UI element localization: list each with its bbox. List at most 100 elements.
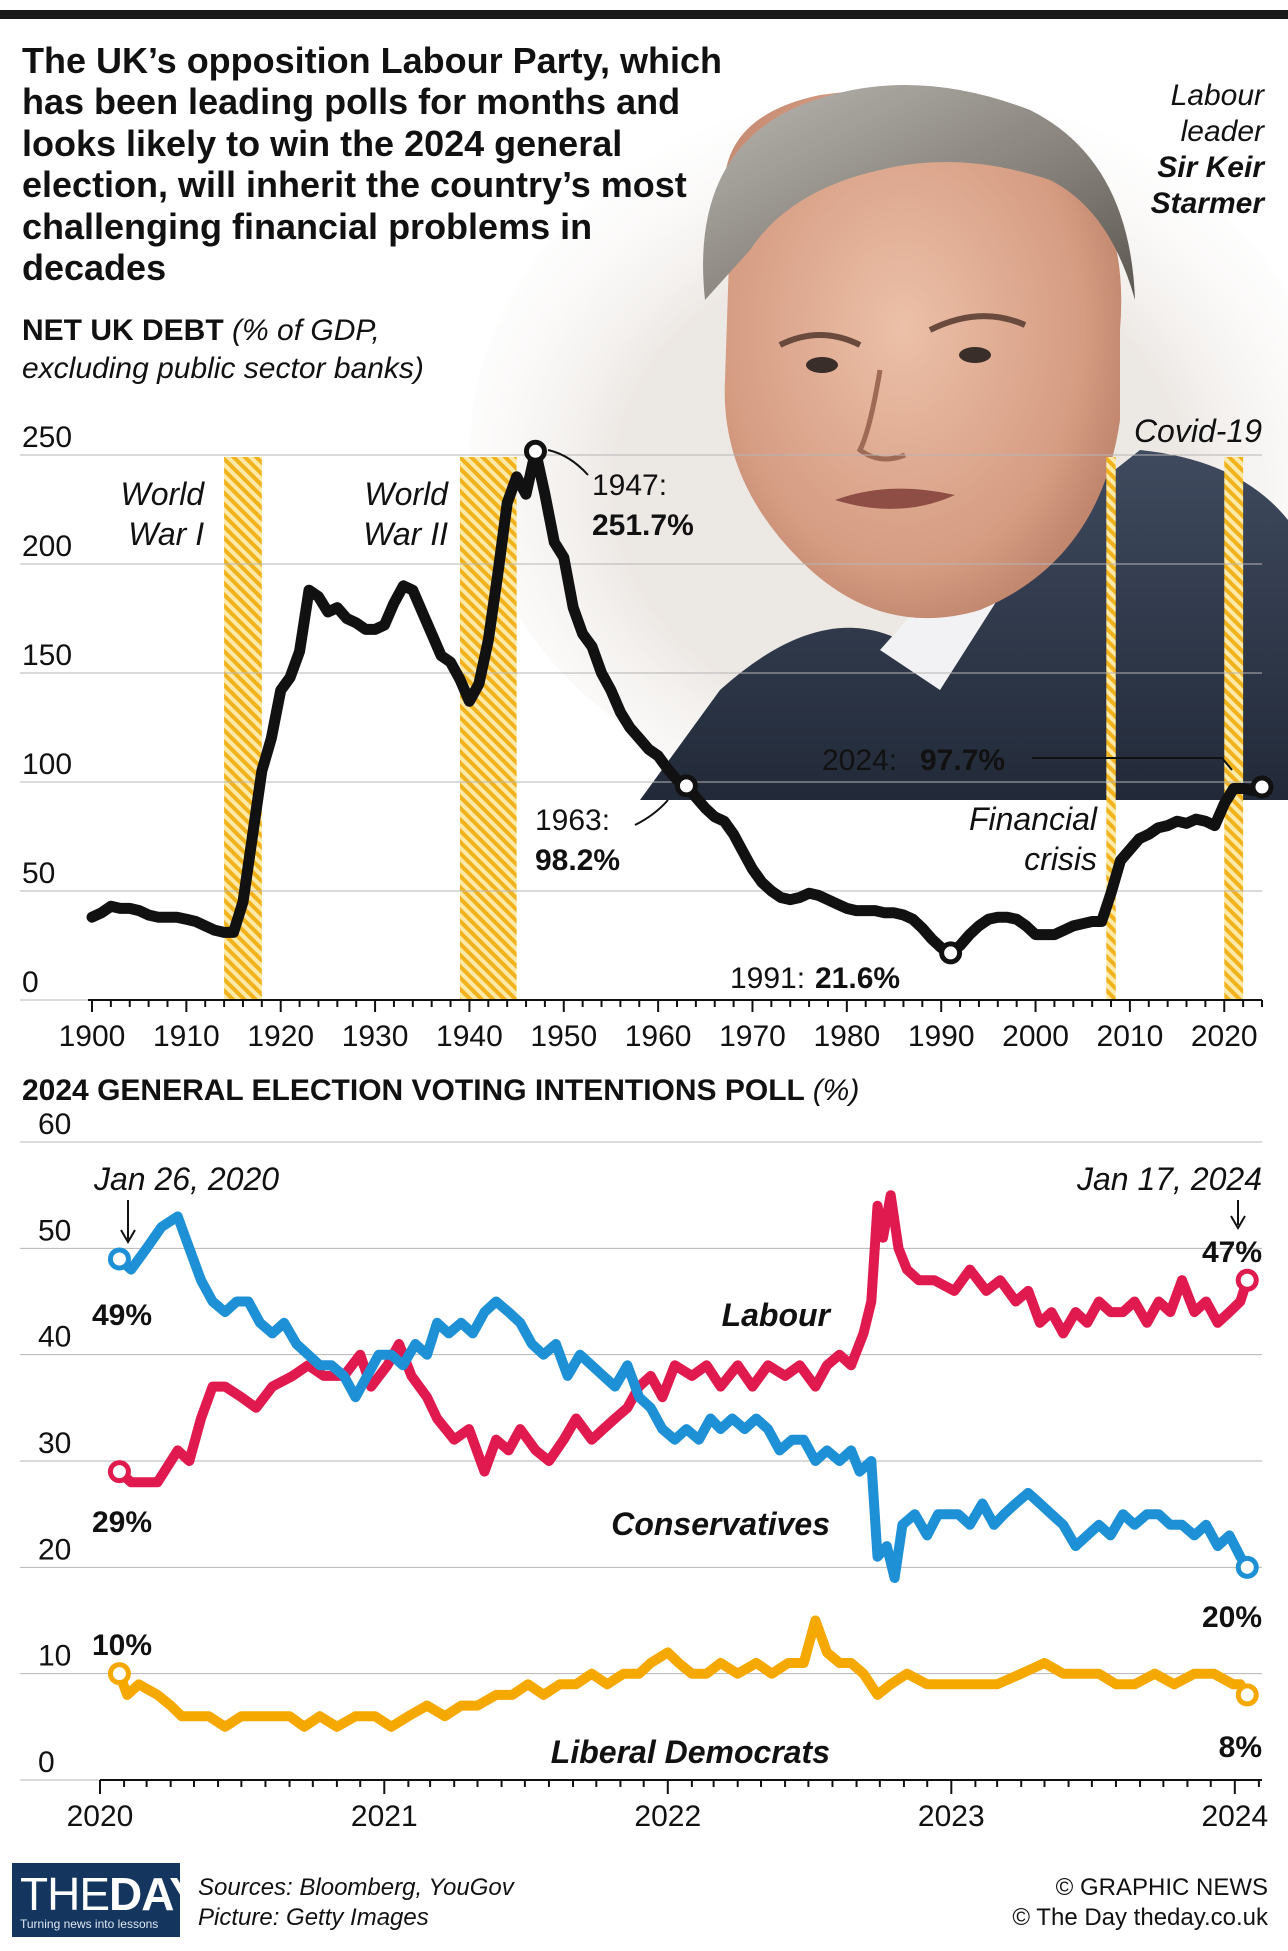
poll-y-tick: 40 xyxy=(38,1321,71,1354)
debt-x-tick-label: 2020 xyxy=(1191,1020,1258,1053)
annotation-year-2: 1991: xyxy=(730,962,805,995)
sources-text: Sources: Bloomberg, YouGov xyxy=(198,1874,514,1901)
shaded-period-label-0: War I xyxy=(128,516,204,552)
annotation-value-1: 98.2% xyxy=(535,844,620,877)
debt-x-tick-label: 1940 xyxy=(436,1020,503,1053)
start-date-label: Jan 26, 2020 xyxy=(93,1161,279,1197)
debt-y-tick: 50 xyxy=(22,857,55,890)
logo-day: DAY xyxy=(109,1868,200,1920)
debt-title-text: NET UK DEBT xyxy=(22,314,224,347)
endpoint-marker-3 xyxy=(1235,1268,1259,1292)
endpoint-value-2: 10% xyxy=(92,1629,152,1662)
hair-shape xyxy=(703,85,1135,300)
debt-x-tick-label: 1900 xyxy=(59,1020,126,1053)
debt-x-tick-label: 1970 xyxy=(719,1020,786,1053)
poll-x-tick-label: 2020 xyxy=(67,1800,134,1833)
poll-y-tick: 60 xyxy=(38,1108,71,1141)
debt-chart-title: NET UK DEBT (% of GDP, excluding public … xyxy=(22,312,424,387)
shaded-period-label-1: World xyxy=(364,476,449,512)
poll-x-tick-label: 2024 xyxy=(1201,1800,1268,1833)
debt-x-tick-label: 1990 xyxy=(908,1020,975,1053)
debt-y-tick: 200 xyxy=(22,530,72,563)
endpoint-marker-5 xyxy=(1235,1683,1259,1707)
endpoint-marker-1 xyxy=(107,1460,131,1484)
annotation-year-1: 1963: xyxy=(535,804,610,837)
logo-wordmark: THEDAY xyxy=(20,1863,200,1925)
logo-tagline: Turning news into lessons xyxy=(20,1917,159,1931)
poll-y-tick: 30 xyxy=(38,1427,71,1460)
endpoint-value-5: 8% xyxy=(1219,1731,1262,1764)
poll-title-text: 2024 GENERAL ELECTION VOTING INTENTIONS … xyxy=(22,1074,805,1107)
poll-x-tick-label: 2022 xyxy=(634,1800,701,1833)
caption-name-line2: Starmer xyxy=(1150,187,1264,220)
shaded-period-2 xyxy=(1106,457,1116,1000)
the-day-logo[interactable]: THEDAY Turning news into lessons xyxy=(12,1863,200,1937)
start-date-arrow xyxy=(120,1200,136,1244)
debt-x-tick-label: 2010 xyxy=(1097,1020,1164,1053)
debt-y-tick: 250 xyxy=(22,421,72,454)
poll-x-tick-label: 2023 xyxy=(918,1800,985,1833)
debt-y-tick: 150 xyxy=(22,639,72,672)
debt-chart: 0 50 100 150 200 250 1900 1910 1920 1930 1940 1950 1… xyxy=(20,413,1274,1053)
endpoint-marker-4 xyxy=(1235,1555,1259,1579)
annotation-marker-3 xyxy=(1250,775,1274,799)
footer: THEDAY Turning news into lessons Sources… xyxy=(0,1855,1288,1951)
annotation-year-3: 2024: xyxy=(822,744,897,777)
annotation-marker-0 xyxy=(523,439,547,463)
face-shape xyxy=(724,90,1122,619)
copyright-text: © GRAPHIC NEWS xyxy=(1055,1874,1268,1901)
poll-y-tick: 0 xyxy=(38,1746,55,1779)
poll-chart-title: 2024 GENERAL ELECTION VOTING INTENTIONS … xyxy=(22,1072,859,1110)
annotation-value-0: 251.7% xyxy=(592,509,694,542)
credits-block: © GRAPHIC NEWS © The Day theday.co.uk xyxy=(1012,1873,1268,1933)
arrow-2024 xyxy=(1032,757,1233,771)
poll-series-conservatives xyxy=(114,1211,1253,1583)
nose-line xyxy=(856,369,906,462)
poll-unit: (%) xyxy=(812,1074,860,1107)
caption-role-line1: Labour xyxy=(1170,79,1264,112)
debt-unit-line1: (% of GDP, xyxy=(232,314,380,347)
annotation-year-0: 1947: xyxy=(592,469,667,502)
endpoint-value-3: 47% xyxy=(1202,1236,1262,1269)
end-date-label: Jan 17, 2024 xyxy=(1076,1161,1262,1197)
shaded-period-label-0: World xyxy=(121,476,206,512)
poll-y-tick: 50 xyxy=(38,1214,71,1247)
end-date-arrow xyxy=(1230,1200,1246,1230)
debt-x-tick-label: 1930 xyxy=(342,1020,409,1053)
endpoint-marker-2 xyxy=(107,1662,131,1686)
picture-credit: Picture: Getty Images xyxy=(198,1904,429,1931)
series-label-labour: Labour xyxy=(722,1297,832,1333)
arrow-1963 xyxy=(634,799,669,826)
sources-block: Sources: Bloomberg, YouGov Picture: Gett… xyxy=(198,1873,514,1933)
series-label-conservatives: Conservatives xyxy=(611,1506,830,1542)
endpoint-value-0: 49% xyxy=(92,1299,152,1332)
endpoint-value-4: 20% xyxy=(1202,1601,1262,1634)
debt-unit-line2: excluding public sector banks) xyxy=(22,351,424,385)
shaded-period-1 xyxy=(459,457,517,1000)
endpoint-value-1: 29% xyxy=(92,1506,152,1539)
top-rule xyxy=(0,10,1288,19)
debt-y-tick: 100 xyxy=(22,748,72,781)
poll-series-liberal-democrats xyxy=(114,1615,1253,1732)
poll-x-tick-label: 2021 xyxy=(351,1800,418,1833)
debt-y-tick: 0 xyxy=(22,966,39,999)
poll-y-tick: 10 xyxy=(38,1640,71,1673)
shaded-period-label-2: crisis xyxy=(1024,841,1097,877)
shaded-period-label-3: Covid-19 xyxy=(1134,413,1262,449)
annotation-value-3: 97.7% xyxy=(920,744,1005,777)
annotation-marker-1 xyxy=(674,774,698,798)
debt-x-tick-label: 1920 xyxy=(247,1020,314,1053)
caption-name-line1: Sir Keir xyxy=(1157,151,1264,184)
mouth-shape xyxy=(835,488,955,509)
caption-role-line2: leader xyxy=(1180,115,1264,148)
debt-x-tick-label: 1910 xyxy=(153,1020,220,1053)
debt-x-tick-label: 2000 xyxy=(1002,1020,1069,1053)
site-text: © The Day theday.co.uk xyxy=(1012,1904,1268,1931)
poll-y-tick: 20 xyxy=(38,1533,71,1566)
intro-headline: The UK’s opposition Labour Party, which … xyxy=(22,40,723,288)
right-eye xyxy=(959,347,991,363)
photo-caption: Labour leader Sir Keir Starmer xyxy=(1151,78,1264,222)
shaded-period-3 xyxy=(1224,457,1244,1000)
annotation-marker-2 xyxy=(939,941,963,965)
debt-x-tick-label: 1980 xyxy=(813,1020,880,1053)
